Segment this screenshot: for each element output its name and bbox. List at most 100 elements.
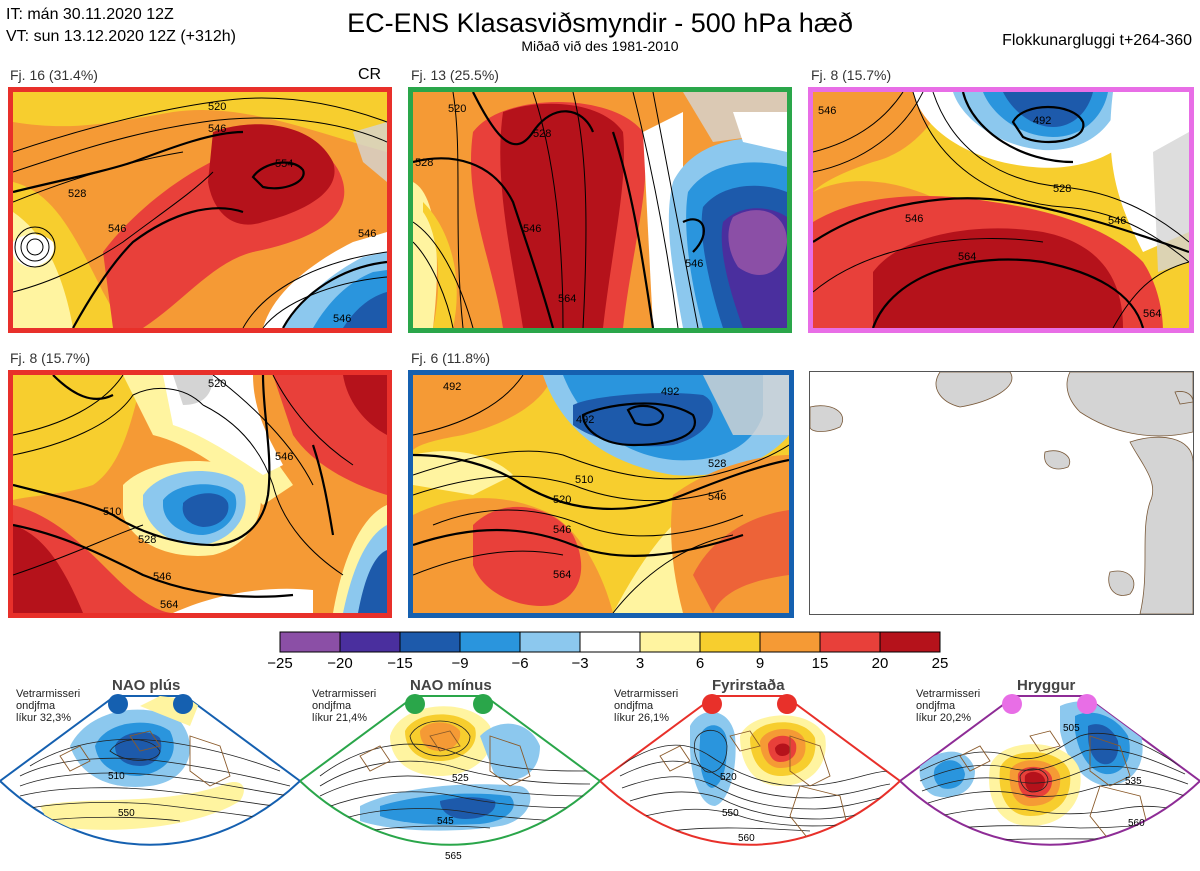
contour-label: 560 — [738, 833, 755, 844]
contour-label: 564 — [553, 569, 571, 581]
contour-label: 564 — [958, 251, 976, 263]
colorbar-tick-label: −20 — [327, 655, 353, 672]
regime-info: Vetrarmisseri ondjfma líkur 32,3% — [16, 688, 81, 724]
colorbar-swatch — [639, 631, 701, 653]
contour-label: 510 — [108, 771, 125, 782]
contour-label: 546 — [275, 451, 293, 463]
contour-label: 492 — [443, 381, 461, 393]
regime-blocking: Vetrarmisseri ondjfma líkur 26,1% Fyrirsta… — [600, 676, 900, 871]
contour-label: 554 — [275, 158, 293, 170]
initial-time: IT: mán 30.11.2020 12Z — [6, 6, 174, 23]
regime-dot — [473, 694, 493, 714]
contour-label: 528 — [533, 128, 551, 140]
colorbar-tick-label: 6 — [695, 655, 705, 672]
contour-label: 510 — [103, 506, 121, 518]
contour-label: 565 — [445, 851, 462, 862]
colorbar-tick-label: −15 — [387, 655, 413, 672]
colorbar-swatch — [579, 631, 641, 653]
contour-label: 520 — [208, 378, 226, 390]
cluster-map-1: 520 528 546 546 554 546 546 — [8, 87, 392, 333]
contour-label: 546 — [358, 228, 376, 240]
regime-dot — [1002, 694, 1022, 714]
colorbar-swatch — [399, 631, 461, 653]
header-info: IT: mán 30.11.2020 12Z VT: sun 13.12.202… — [6, 4, 236, 48]
contour-label: 546 — [523, 223, 541, 235]
contour-label: 528 — [708, 458, 726, 470]
regime-nao-plus: Vetrarmisseri ondjfma líkur 32,3% NAO plús… — [0, 676, 300, 871]
regime-dot — [777, 694, 797, 714]
colorbar-swatch — [699, 631, 761, 653]
colorbar-tick-label: −9 — [451, 655, 469, 672]
colorbar-tick-label: −25 — [267, 655, 293, 672]
contour-label: 520 — [448, 103, 466, 115]
cluster-map-3: 546 492 528 546 546 564 564 — [808, 87, 1194, 333]
colorbar-swatch — [879, 631, 941, 653]
contour-label: 528 — [1053, 183, 1071, 195]
panel-3-label: Fj. 8 (15.7%) — [811, 67, 892, 83]
contour-label: 520 — [553, 494, 571, 506]
contour-label: 546 — [708, 491, 726, 503]
colorbar-tick-label: −3 — [571, 655, 589, 672]
cluster-map-4: 520 546 510 528 546 564 — [8, 370, 392, 618]
panel-4-label: Fj. 8 (15.7%) — [10, 350, 91, 366]
regime-info: Vetrarmisseri ondjfma líkur 20,2% — [916, 688, 981, 724]
cluster-map-2: 520 528 528 546 546 564 — [408, 87, 792, 333]
regime-dot — [1077, 694, 1097, 714]
panel-1-label: Fj. 16 (31.4%) — [10, 67, 98, 83]
contour-label: 492 — [661, 386, 679, 398]
contour-label: 510 — [575, 474, 593, 486]
contour-label: 546 — [153, 571, 171, 583]
contour-label: 492 — [576, 414, 594, 426]
colorbar-swatch — [339, 631, 401, 653]
colorbar-tick-label: 3 — [635, 655, 645, 672]
colorbar-swatch — [759, 631, 821, 653]
contour-label: 528 — [68, 188, 86, 200]
page-title: EC-ENS Klasasviðsmyndir - 500 hPa hæð — [347, 8, 853, 38]
regime-dot — [702, 694, 722, 714]
contour-label: 546 — [553, 524, 571, 536]
classification-window: Flokkunargluggi t+264-360 — [1002, 32, 1192, 49]
regime-info: Vetrarmisseri ondjfma líkur 21,4% — [312, 688, 377, 724]
cluster-map-5: 492 492 492 510 520 528 546 546 564 — [408, 370, 794, 618]
regime-dot — [108, 694, 128, 714]
page-subtitle: Miðað við des 1981-2010 — [521, 38, 679, 54]
contour-label: 546 — [1108, 215, 1126, 227]
valid-time: VT: sun 13.12.2020 12Z (+312h) — [6, 28, 236, 45]
regime-dot — [405, 694, 425, 714]
regime-title: Fyrirstaða — [712, 677, 785, 694]
contour-label: 545 — [437, 816, 454, 827]
panel-5-label: Fj. 6 (11.8%) — [411, 350, 491, 366]
contour-label: 546 — [685, 258, 703, 270]
colorbar-tick-label: 25 — [931, 655, 949, 672]
colorbar-tick-label: −6 — [511, 655, 529, 672]
cr-label: CR — [358, 66, 382, 83]
contour-label: 520 — [208, 101, 226, 113]
contour-label: 492 — [1033, 115, 1051, 127]
contour-label: 550 — [118, 808, 135, 819]
regime-ridge: Vetrarmisseri ondjfma líkur 20,2% Hryggur — [900, 676, 1200, 871]
contour-label: 550 — [722, 808, 739, 819]
contour-label: 546 — [905, 213, 923, 225]
contour-label: 525 — [452, 773, 469, 784]
panel-2-label: Fj. 13 (25.5%) — [411, 67, 499, 83]
contour-label: 546 — [208, 123, 226, 135]
regime-dot — [173, 694, 193, 714]
contour-label: 546 — [333, 313, 351, 325]
contour-label: 528 — [415, 157, 433, 169]
contour-label: 520 — [720, 772, 737, 783]
contour-label: 560 — [1128, 818, 1145, 829]
colorbar-swatch — [819, 631, 881, 653]
contour-label: 564 — [558, 293, 576, 305]
regime-title: Hryggur — [1017, 677, 1076, 694]
regime-title: NAO mínus — [410, 677, 492, 694]
colorbar-tick-label: 15 — [811, 655, 829, 672]
regime-nao-minus: Vetrarmisseri ondjfma líkur 21,4% NAO mínu… — [300, 676, 600, 871]
colorbar-swatch — [519, 631, 581, 653]
colorbar — [279, 631, 941, 653]
colorbar-swatch — [459, 631, 521, 653]
regime-title: NAO plús — [112, 677, 181, 694]
contour-label: 546 — [108, 223, 126, 235]
regime-info: Vetrarmisseri ondjfma líkur 26,1% — [614, 688, 679, 724]
contour-label: 564 — [1143, 308, 1161, 320]
colorbar-swatch — [279, 631, 341, 653]
